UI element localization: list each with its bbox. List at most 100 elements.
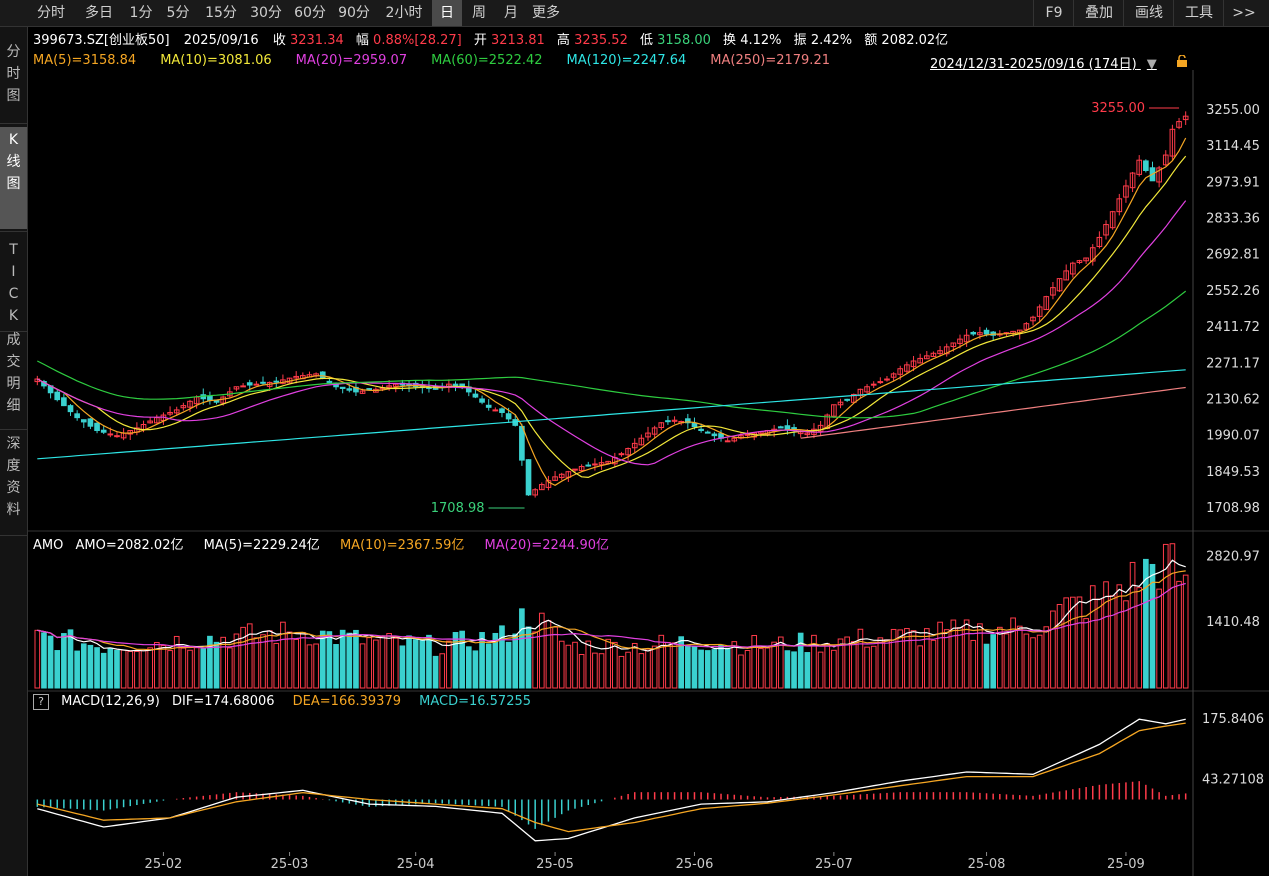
toolbar-tool-2[interactable]: 画线 [1123, 0, 1174, 26]
ma-legend-item: MA(120)=2247.64 [566, 53, 687, 68]
volume-bar [870, 645, 877, 689]
x-axis-label: 25-04 [397, 857, 435, 872]
amo-ma5: MA(5)=2229.24亿 [203, 538, 320, 553]
toolbar-tool-3[interactable]: 工具 [1173, 0, 1224, 26]
volume-bar [1063, 597, 1070, 689]
volume-bar [306, 644, 313, 689]
candle-body [1129, 172, 1136, 189]
tab-period-12[interactable]: 更多 [532, 5, 560, 21]
tab-period-4[interactable]: 15分 [205, 5, 237, 21]
volume-bar [1109, 595, 1116, 689]
candle-body [950, 342, 957, 348]
volume-bar [764, 647, 771, 689]
volume-bar [465, 646, 472, 689]
volume-bar [147, 647, 153, 689]
volume-bar [963, 619, 970, 689]
volume-bar [698, 649, 704, 689]
sidebar-item-1[interactable]: K 线 图 [0, 127, 27, 229]
volume-bar [1103, 581, 1109, 689]
volume-bar [844, 636, 850, 689]
volume-bar [611, 641, 618, 689]
candle-body [273, 380, 280, 383]
amo-axis-label: 1410.48 [1206, 615, 1260, 630]
volume-bar [34, 629, 41, 689]
candle-body [1063, 270, 1070, 281]
candle-body [1050, 287, 1056, 296]
volume-bar [313, 643, 319, 689]
tab-period-9[interactable]: 日 [432, 0, 462, 26]
candle-body [1023, 323, 1030, 330]
tab-period-11[interactable]: 月 [504, 5, 518, 21]
volume-bar [1083, 618, 1089, 689]
toolbar-tool-0[interactable]: F9 [1033, 0, 1074, 26]
candle-body [519, 425, 525, 461]
volume-bar [180, 647, 187, 689]
candle-body [1136, 159, 1143, 175]
volume-bar [260, 634, 266, 689]
candle-body [246, 382, 253, 386]
candle-body [711, 433, 718, 437]
candle-body [592, 463, 598, 466]
candle-body [240, 385, 246, 388]
date-range-selector[interactable]: 2024/12/31-2025/09/16 (174日) ▼ [930, 53, 1157, 72]
sidebar-item-3[interactable]: 成 交 明 细 [6, 332, 21, 414]
candle-body [651, 427, 658, 435]
volume-bar [791, 651, 797, 689]
sidebar-item-0[interactable]: 分 时 图 [6, 44, 21, 104]
tab-period-3[interactable]: 5分 [166, 5, 190, 21]
candle-body [937, 350, 943, 355]
candle-body [233, 386, 240, 390]
volume-bar [207, 635, 213, 689]
volume-bar [592, 652, 598, 689]
volume-bar [631, 642, 638, 689]
volume-bar [811, 634, 817, 689]
volume-bar [744, 650, 751, 689]
candle-body [572, 468, 578, 471]
tab-period-6[interactable]: 60分 [294, 5, 326, 21]
tab-period-0[interactable]: 分时 [37, 5, 65, 21]
candle-body [485, 404, 492, 408]
volume-bar [300, 631, 306, 689]
candle-body [538, 484, 545, 491]
macd-dif-line [37, 718, 1186, 842]
price-axis-label: 1708.98 [1206, 501, 1260, 516]
volume-bar [366, 637, 373, 689]
candle-body [167, 411, 173, 415]
lock-icon[interactable] [1176, 52, 1188, 67]
tab-period-10[interactable]: 周 [472, 5, 486, 21]
volume-bar [220, 636, 227, 689]
candle-body [777, 426, 784, 429]
sidebar-item-2[interactable]: T I C K [8, 242, 19, 324]
volume-bar [485, 643, 492, 689]
sidebar-item-4[interactable]: 深 度 资 料 [6, 436, 21, 518]
volume-bar [1003, 633, 1010, 689]
tab-period-5[interactable]: 30分 [250, 5, 282, 21]
volume-bar [359, 643, 366, 689]
volume-bar [890, 628, 897, 689]
volume-bar [1036, 634, 1043, 689]
toolbar-tool-1[interactable]: 叠加 [1073, 0, 1124, 26]
candle-body [532, 489, 538, 496]
kline-chart[interactable]: 3255.00 3114.45 2973.91 2833.36 2692.81 2552.… [28, 70, 1269, 876]
help-button[interactable]: ? [33, 694, 49, 710]
toolbar-tool-4[interactable]: >> [1223, 0, 1264, 26]
tab-period-7[interactable]: 90分 [338, 5, 370, 21]
tab-period-1[interactable]: 多日 [85, 5, 113, 21]
tab-period-2[interactable]: 1分 [129, 5, 153, 21]
volume-bar [585, 640, 592, 689]
volume-bar [877, 637, 884, 689]
volume-bar [651, 645, 658, 689]
volume-bar [87, 644, 94, 689]
volume-bar [419, 640, 426, 689]
volume-bar [107, 647, 114, 689]
volume-bar [731, 641, 738, 689]
symbol-code: 399673.SZ[创业板50] [33, 33, 170, 48]
volume-bar [525, 626, 532, 689]
tab-period-8[interactable]: 2小时 [385, 5, 423, 21]
candle-body [180, 405, 187, 409]
volume-bar [598, 653, 605, 689]
candle-body [1156, 167, 1162, 183]
volume-bar [346, 632, 353, 689]
candle-body [970, 331, 977, 335]
candle-body [631, 442, 638, 449]
